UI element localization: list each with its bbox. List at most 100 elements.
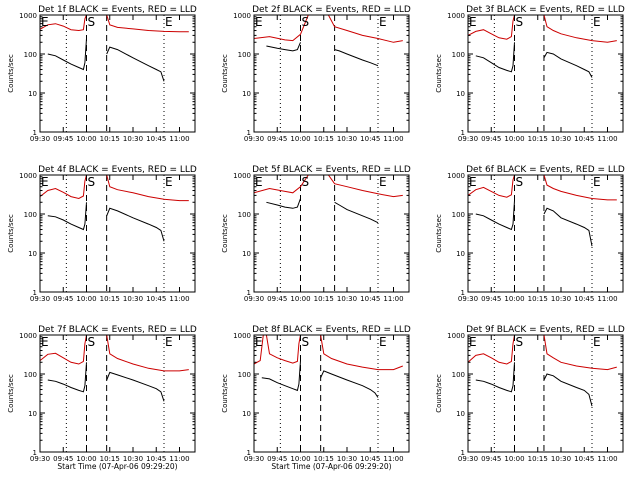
x-tick-label: 10:15: [528, 135, 548, 143]
y-tick-label: 100: [452, 51, 465, 59]
y-tick-label: 1000: [447, 332, 465, 340]
events-series-line: [543, 207, 593, 247]
y-axis-label: Counts/sec: [435, 374, 443, 413]
plot-frame: [253, 14, 410, 133]
event-marker-label: E: [593, 15, 601, 29]
panel-title: Det 5f BLACK = Events, RED = LLD: [252, 165, 411, 175]
lld-series-line: [106, 334, 189, 372]
x-tick-label: 10:15: [100, 295, 120, 303]
lld-series-line: [543, 174, 617, 201]
lld-series-line: [106, 14, 189, 33]
x-tick-label: 10:15: [100, 455, 120, 463]
x-tick-label: 10:00: [290, 295, 310, 303]
x-tick-label: 10:30: [551, 295, 571, 303]
x-tick-label: 10:15: [100, 135, 120, 143]
y-tick-label: 10: [28, 250, 37, 258]
y-tick-label: 10: [242, 250, 251, 258]
plot-frame: [467, 334, 624, 453]
x-tick-label: 09:45: [267, 295, 287, 303]
x-tick-label: 09:45: [267, 455, 287, 463]
event-marker-label: S: [302, 15, 310, 29]
y-axis-label: Counts/sec: [7, 374, 15, 413]
y-tick-label: 1000: [19, 12, 37, 20]
event-marker-label: E: [379, 335, 387, 349]
x-tick-label: 10:45: [360, 135, 380, 143]
x-tick-label: 10:00: [504, 455, 524, 463]
lld-series-line: [320, 334, 403, 371]
x-tick-label: 09:30: [30, 455, 50, 463]
lld-series-line: [467, 14, 515, 40]
event-marker-label: E: [379, 15, 387, 29]
x-tick-label: 11:00: [597, 295, 617, 303]
panel-title: Det 2f BLACK = Events, RED = LLD: [252, 5, 411, 15]
y-axis-label: Counts/sec: [435, 214, 443, 253]
detector-panel: Det 5f BLACK = Events, RED = LLD Counts/s…: [221, 165, 411, 303]
event-marker-label: E: [165, 335, 173, 349]
event-marker-label: E: [41, 175, 49, 189]
events-series-line: [475, 42, 515, 73]
events-series-line: [475, 200, 515, 231]
x-tick-label: 10:15: [528, 295, 548, 303]
y-tick-label: 10: [28, 410, 37, 418]
x-tick-label: 10:15: [314, 135, 334, 143]
event-marker-label: E: [469, 15, 477, 29]
y-tick-label: 10: [456, 250, 465, 258]
event-marker-label: E: [379, 175, 387, 189]
y-tick-label: 10: [242, 410, 251, 418]
x-tick-label: 09:30: [30, 295, 50, 303]
x-tick-label: 09:45: [481, 135, 501, 143]
x-tick-label: 11:00: [169, 455, 189, 463]
x-tick-label: 10:30: [337, 455, 357, 463]
panel-title: Det 4f BLACK = Events, RED = LLD: [38, 165, 197, 175]
y-tick-label: 1000: [447, 12, 465, 20]
event-marker-label: E: [255, 335, 263, 349]
x-tick-label: 10:45: [574, 135, 594, 143]
event-marker-label: E: [165, 175, 173, 189]
events-series-line: [47, 202, 87, 231]
event-marker-label: E: [469, 175, 477, 189]
y-tick-label: 100: [24, 211, 37, 219]
detector-panel: Det 6f BLACK = Events, RED = LLD Counts/s…: [435, 165, 625, 303]
y-tick-label: 10: [242, 90, 251, 98]
events-series-line: [106, 371, 165, 402]
plot-frame: [39, 334, 196, 453]
y-axis-label: Counts/sec: [221, 374, 229, 413]
x-tick-label: 10:45: [574, 295, 594, 303]
detector-panel: Det 3f BLACK = Events, RED = LLD Counts/s…: [435, 5, 625, 143]
lld-series-line: [543, 14, 617, 43]
y-tick-label: 1000: [233, 332, 251, 340]
y-axis-label: Counts/sec: [7, 214, 15, 253]
events-series-line: [334, 201, 379, 224]
lld-series-line: [543, 334, 617, 371]
y-tick-label: 1: [461, 449, 465, 457]
event-marker-label: S: [88, 175, 96, 189]
events-series-line: [47, 362, 87, 393]
event-marker-label: S: [516, 15, 524, 29]
events-series-line: [334, 49, 379, 67]
x-tick-label: 11:00: [383, 455, 403, 463]
y-tick-label: 1000: [19, 332, 37, 340]
y-tick-label: 1: [247, 289, 251, 297]
y-axis-label: Counts/sec: [221, 54, 229, 93]
y-tick-label: 100: [452, 371, 465, 379]
detector-panel: Det 9f BLACK = Events, RED = LLD Counts/s…: [435, 325, 625, 463]
event-marker-label: E: [41, 335, 49, 349]
plot-frame: [467, 14, 624, 133]
x-tick-label: 10:30: [337, 295, 357, 303]
x-tick-label: 10:15: [528, 455, 548, 463]
plot-frame: [39, 174, 196, 293]
y-tick-label: 100: [24, 51, 37, 59]
panel-title: Det 7f BLACK = Events, RED = LLD: [38, 325, 197, 335]
x-tick-label: 10:00: [504, 135, 524, 143]
x-tick-label: 10:45: [146, 455, 166, 463]
x-tick-label: 10:15: [314, 295, 334, 303]
y-axis-label: Counts/sec: [7, 54, 15, 93]
event-marker-label: S: [302, 175, 310, 189]
panel-title: Det 6f BLACK = Events, RED = LLD: [466, 165, 625, 175]
x-tick-label: 09:30: [244, 135, 264, 143]
y-tick-label: 1000: [233, 172, 251, 180]
x-tick-label: 09:30: [244, 295, 264, 303]
x-tick-label: 10:45: [574, 455, 594, 463]
x-tick-label: 10:30: [123, 295, 143, 303]
lld-series-line: [467, 174, 515, 198]
